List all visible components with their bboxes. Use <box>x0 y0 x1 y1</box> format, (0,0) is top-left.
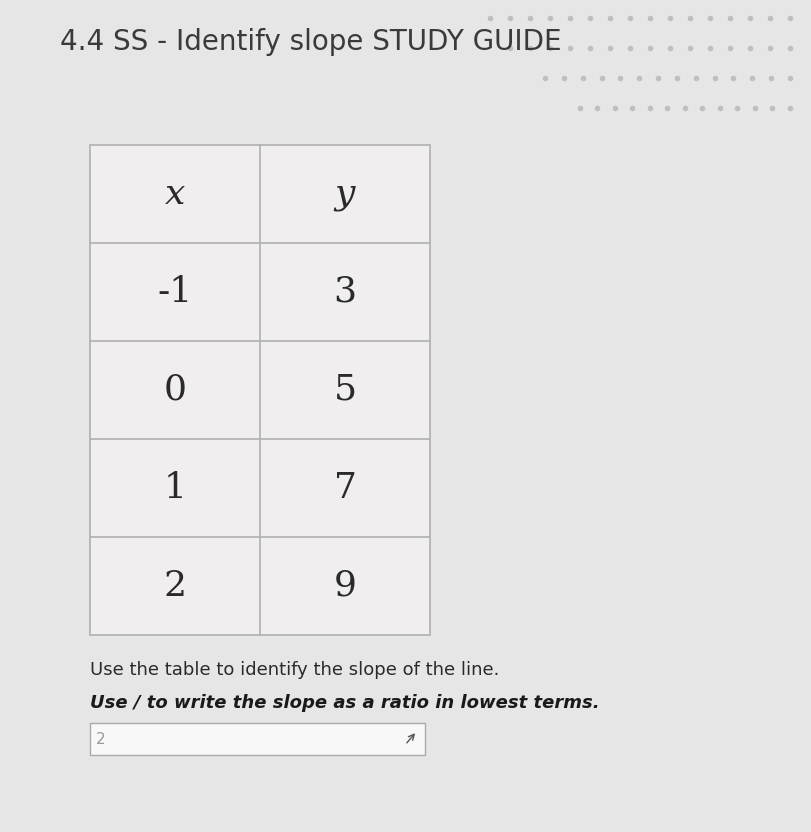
Text: 2: 2 <box>96 731 105 746</box>
Text: x: x <box>165 177 185 211</box>
Text: 9: 9 <box>333 569 356 603</box>
Text: 4.4 SS - Identify slope STUDY GUIDE: 4.4 SS - Identify slope STUDY GUIDE <box>60 28 561 56</box>
Bar <box>90 723 424 755</box>
Text: 1: 1 <box>163 471 187 505</box>
Text: Use / to write the slope as a ratio in lowest terms.: Use / to write the slope as a ratio in l… <box>90 694 599 712</box>
Text: 2: 2 <box>163 569 187 603</box>
Text: 5: 5 <box>333 373 356 407</box>
Text: 0: 0 <box>163 373 187 407</box>
Bar <box>90 145 430 635</box>
Text: 3: 3 <box>333 275 356 309</box>
Text: y: y <box>334 177 354 211</box>
Text: -1: -1 <box>157 275 192 309</box>
Text: Use the table to identify the slope of the line.: Use the table to identify the slope of t… <box>90 661 499 679</box>
Text: 7: 7 <box>333 471 356 505</box>
